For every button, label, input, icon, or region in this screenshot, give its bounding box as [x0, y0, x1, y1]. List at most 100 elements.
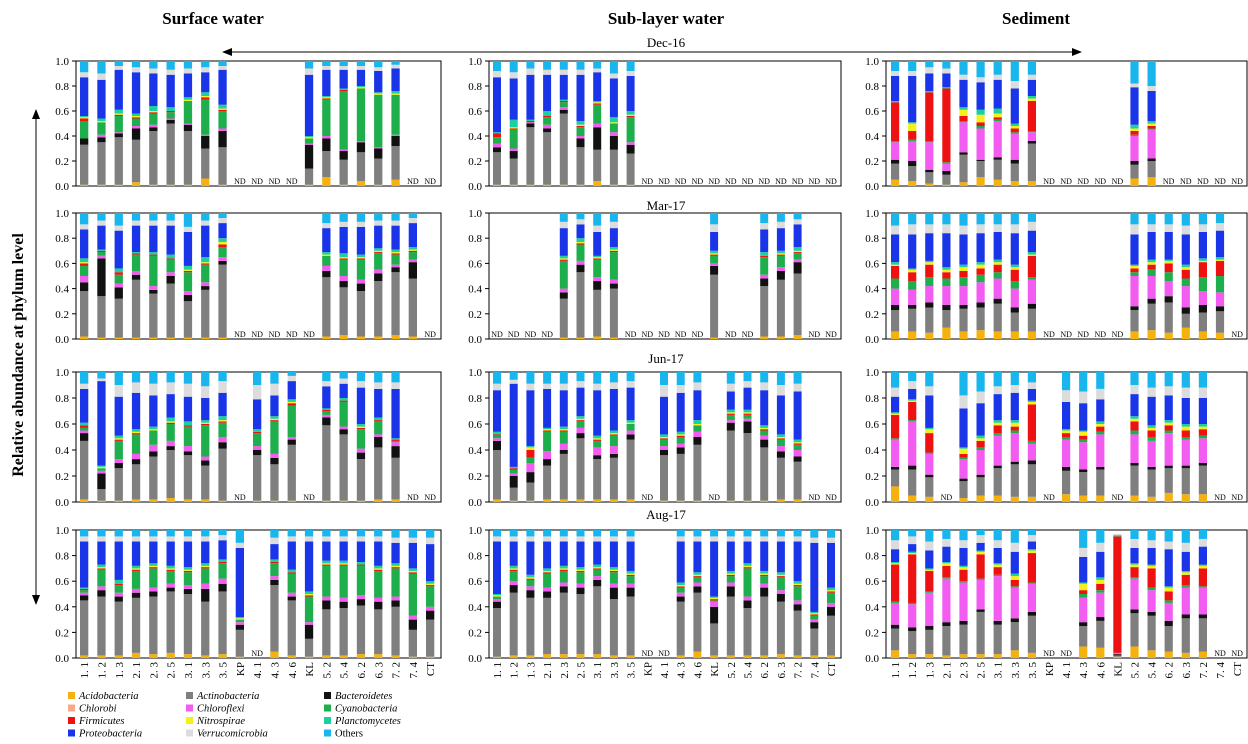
bar-segment-acidobacteria [676, 500, 685, 502]
bar-segment-acidobacteria [1198, 651, 1207, 658]
bar-segment-proteobacteria [509, 383, 518, 467]
bar-segment-acidobacteria [908, 495, 917, 502]
bar-segment-firmicutes [609, 434, 618, 436]
bar-segment-verrucomicrobia [793, 219, 802, 225]
bar-segment-planctomycetes [493, 132, 501, 134]
bar-segment-verrucomicrobia [908, 536, 917, 545]
bar-segment-others [97, 213, 106, 221]
bar-segment-acidobacteria [593, 181, 602, 186]
bar-segment-chloroflexi [304, 143, 314, 145]
bar-3-1 [593, 61, 602, 186]
bar-segment-actinobacteria [976, 477, 985, 496]
bar-segment-planctomycetes [322, 96, 331, 98]
bar-segment-actinobacteria [908, 469, 917, 496]
bar-5-2 [322, 213, 331, 339]
bar-segment-proteobacteria [80, 541, 89, 588]
bar-segment-firmicutes [131, 253, 141, 255]
bar-segment-chloroflexi [576, 260, 585, 265]
bar-segment-bacteroidetes [1027, 460, 1036, 465]
bar-segment-proteobacteria [97, 79, 106, 119]
bar-segment-firmicutes [1113, 536, 1122, 653]
bar-segment-chloroflexi [609, 583, 618, 588]
bar-segment-proteobacteria [201, 398, 210, 421]
bar-segment-chloroflexi [760, 274, 769, 279]
x-tick-label: 3. 5 [626, 662, 638, 679]
bar-segment-acidobacteria [1147, 177, 1156, 186]
bar-5-4 [339, 530, 348, 658]
bar-segment-bacteroidetes [1198, 463, 1207, 466]
bar-segment-bacteroidetes [993, 620, 1002, 625]
bar-segment-others [166, 213, 175, 221]
bar-segment-acidobacteria [1010, 181, 1019, 186]
bar-segment-actinobacteria [1164, 302, 1173, 333]
bar-segment-actinobacteria [891, 628, 900, 651]
nd-label: ND [234, 493, 246, 502]
panels-group: 0.00.20.40.60.81.00.00.20.40.60.81.00.00… [55, 56, 1248, 665]
bar-segment-actinobacteria [97, 142, 106, 185]
bar-segment-actinobacteria [166, 450, 175, 499]
bar-segment-proteobacteria [925, 73, 934, 91]
bar-segment-planctomycetes [942, 87, 951, 89]
bar-segment-verrucomicrobia [925, 541, 934, 551]
bar-2-3 [959, 213, 968, 339]
column-title-surface-water: Surface water [162, 9, 264, 28]
bar-segment-chloroflexi [726, 582, 735, 587]
x-tick-label: 5. 4 [1147, 662, 1159, 679]
y-tick-label: 0.8 [865, 233, 879, 245]
bar-segment-cyanobacteria [810, 615, 819, 620]
bar-segment-actinobacteria [776, 601, 785, 655]
nd-label: ND [1043, 649, 1055, 658]
bar-segment-acidobacteria [908, 654, 917, 658]
bar-segment-cyanobacteria [1147, 437, 1156, 441]
bar-segment-firmicutes [993, 425, 1002, 434]
bar-segment-chloroflexi [97, 586, 106, 591]
nd-label: ND [1214, 177, 1226, 186]
bar-segment-actinobacteria [593, 459, 602, 500]
bar-5-4 [743, 372, 752, 502]
bar-segment-cyanobacteria [760, 576, 769, 584]
bar-segment-bacteroidetes [626, 434, 635, 440]
y-tick-label: 1.0 [55, 367, 69, 379]
bar-5-2 [1130, 530, 1139, 658]
bar-segment-bacteroidetes [976, 474, 985, 478]
bar-segment-proteobacteria [1215, 230, 1225, 258]
bar-segment-verrucomicrobia [576, 536, 585, 542]
bar-segment-bacteroidetes [1164, 465, 1173, 469]
bar-2-3 [559, 530, 568, 658]
bar-segment-cyanobacteria [166, 424, 175, 441]
bar-segment-planctomycetes [166, 107, 175, 111]
legend-item-actinobacteria: Actinobacteria [186, 691, 259, 702]
y-tick-label: 0.8 [55, 551, 69, 563]
x-tick-label: 7. 2 [793, 662, 805, 679]
bar-segment-acidobacteria [793, 655, 802, 658]
bar-segment-chloroflexi [543, 587, 552, 592]
bar-segment-acidobacteria [201, 178, 210, 186]
bar-segment-actinobacteria [509, 158, 518, 185]
nd-label: ND [1231, 649, 1243, 658]
nd-label: ND [725, 330, 737, 339]
bar-segment-firmicutes [374, 420, 383, 422]
bar-3-3 [1010, 530, 1019, 658]
bar-segment-nitrospirae [356, 426, 366, 428]
bar-segment-chloroflexi [593, 447, 602, 456]
bar-segment-cyanobacteria [593, 440, 602, 448]
bar-3-5 [218, 61, 227, 186]
bar-segment-proteobacteria [322, 69, 331, 96]
bar-segment-proteobacteria [114, 396, 123, 436]
bar-segment-others [543, 530, 552, 537]
y-tick-label: 1.0 [865, 367, 879, 379]
bar-segment-nitrospirae [959, 267, 968, 271]
nd-label: ND [1060, 649, 1072, 658]
bar-segment-cyanobacteria [97, 122, 106, 135]
bar-1-2 [509, 61, 518, 186]
bar-segment-chloroflexi [391, 134, 400, 136]
bar-segment-proteobacteria [908, 388, 917, 400]
bar-segment-proteobacteria [993, 547, 1002, 564]
bar-1-1 [891, 213, 900, 339]
bar-segment-acidobacteria [559, 184, 568, 186]
bar-segment-nitrospirae [609, 122, 618, 124]
bar-7-4 [1215, 213, 1225, 339]
bar-segment-cyanobacteria [1198, 435, 1207, 439]
bar-segment-others [304, 530, 314, 537]
